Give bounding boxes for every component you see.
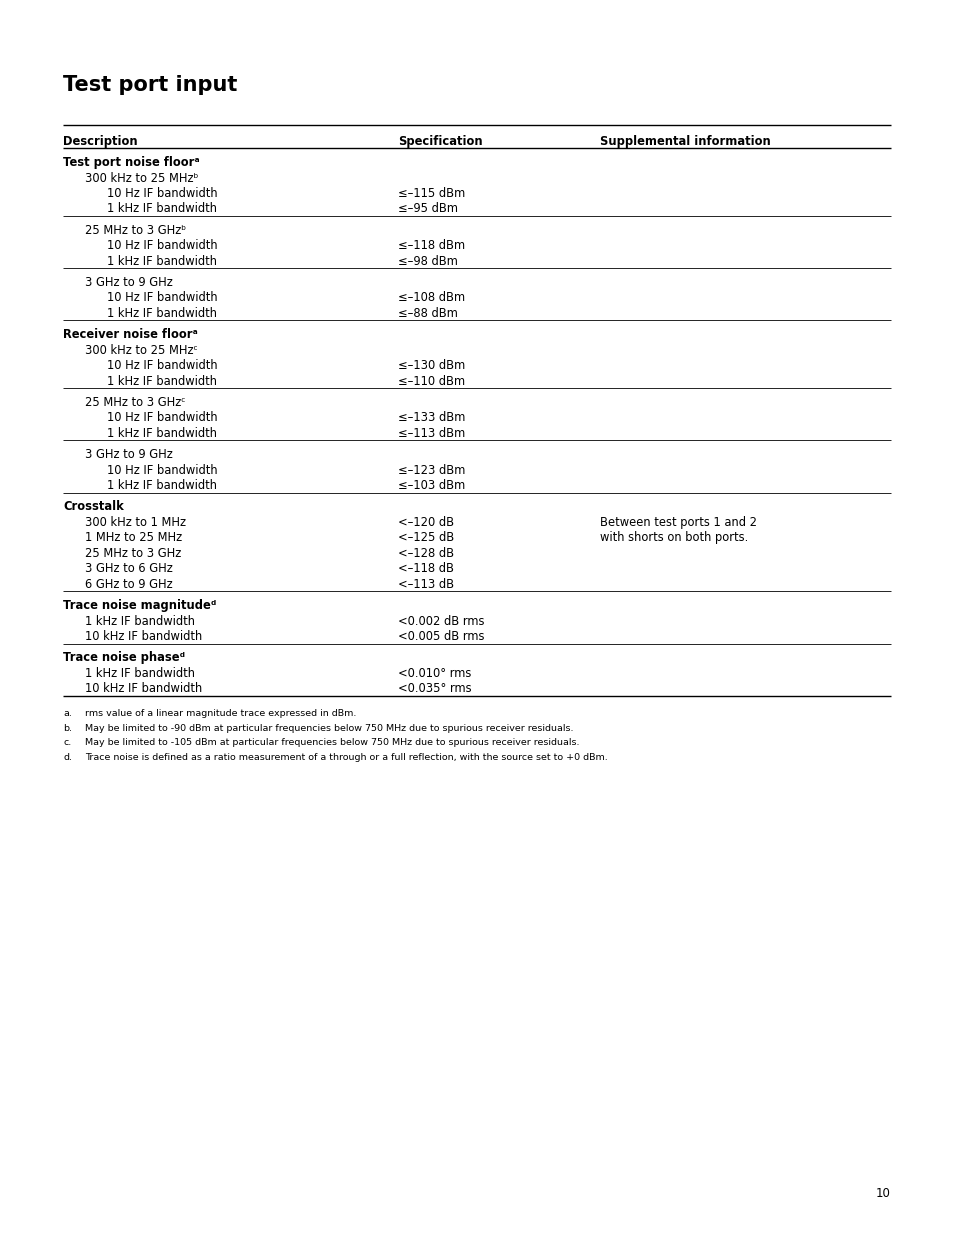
Text: Receiver noise floorᵃ: Receiver noise floorᵃ bbox=[63, 329, 197, 341]
Text: ≤–108 dBm: ≤–108 dBm bbox=[397, 291, 465, 305]
Text: ≤–123 dBm: ≤–123 dBm bbox=[397, 464, 465, 477]
Text: 10 Hz IF bandwidth: 10 Hz IF bandwidth bbox=[107, 411, 217, 425]
Text: ≤–113 dBm: ≤–113 dBm bbox=[397, 427, 465, 440]
Text: d.: d. bbox=[63, 753, 71, 762]
Text: Trace noise phaseᵈ: Trace noise phaseᵈ bbox=[63, 652, 185, 664]
Text: ≤–98 dBm: ≤–98 dBm bbox=[397, 254, 457, 268]
Text: ≤–103 dBm: ≤–103 dBm bbox=[397, 479, 465, 493]
Text: ≤–88 dBm: ≤–88 dBm bbox=[397, 308, 457, 320]
Text: 1 kHz IF bandwidth: 1 kHz IF bandwidth bbox=[107, 479, 216, 493]
Text: 300 kHz to 1 MHz: 300 kHz to 1 MHz bbox=[85, 516, 186, 529]
Text: 1 MHz to 25 MHz: 1 MHz to 25 MHz bbox=[85, 531, 182, 545]
Text: May be limited to -90 dBm at particular frequencies below 750 MHz due to spuriou: May be limited to -90 dBm at particular … bbox=[85, 724, 573, 732]
Text: <0.010° rms: <0.010° rms bbox=[397, 667, 471, 680]
Text: ≤–95 dBm: ≤–95 dBm bbox=[397, 203, 457, 215]
Text: 10 Hz IF bandwidth: 10 Hz IF bandwidth bbox=[107, 240, 217, 252]
Text: with shorts on both ports.: with shorts on both ports. bbox=[599, 531, 747, 545]
Text: 300 kHz to 25 MHzᵇ: 300 kHz to 25 MHzᵇ bbox=[85, 172, 198, 184]
Text: Between test ports 1 and 2: Between test ports 1 and 2 bbox=[599, 516, 757, 529]
Text: 10 Hz IF bandwidth: 10 Hz IF bandwidth bbox=[107, 186, 217, 200]
Text: Trace noise magnitudeᵈ: Trace noise magnitudeᵈ bbox=[63, 599, 216, 613]
Text: 10: 10 bbox=[875, 1187, 890, 1200]
Text: <0.035° rms: <0.035° rms bbox=[397, 683, 471, 695]
Text: 1 kHz IF bandwidth: 1 kHz IF bandwidth bbox=[85, 667, 194, 680]
Text: rms value of a linear magnitude trace expressed in dBm.: rms value of a linear magnitude trace ex… bbox=[85, 709, 356, 718]
Text: 1 kHz IF bandwidth: 1 kHz IF bandwidth bbox=[107, 427, 216, 440]
Text: <–125 dB: <–125 dB bbox=[397, 531, 454, 545]
Text: 1 kHz IF bandwidth: 1 kHz IF bandwidth bbox=[85, 615, 194, 627]
Text: c.: c. bbox=[63, 739, 71, 747]
Text: 25 MHz to 3 GHzᵇ: 25 MHz to 3 GHzᵇ bbox=[85, 224, 186, 237]
Text: <0.002 dB rms: <0.002 dB rms bbox=[397, 615, 484, 627]
Text: <–128 dB: <–128 dB bbox=[397, 547, 454, 559]
Text: Crosstalk: Crosstalk bbox=[63, 500, 124, 514]
Text: Specification: Specification bbox=[397, 135, 482, 148]
Text: ≤–115 dBm: ≤–115 dBm bbox=[397, 186, 465, 200]
Text: Trace noise is defined as a ratio measurement of a through or a full reflection,: Trace noise is defined as a ratio measur… bbox=[85, 753, 607, 762]
Text: 6 GHz to 9 GHz: 6 GHz to 9 GHz bbox=[85, 578, 172, 592]
Text: b.: b. bbox=[63, 724, 71, 732]
Text: 1 kHz IF bandwidth: 1 kHz IF bandwidth bbox=[107, 308, 216, 320]
Text: Test port input: Test port input bbox=[63, 75, 237, 95]
Text: 25 MHz to 3 GHz: 25 MHz to 3 GHz bbox=[85, 547, 181, 559]
Text: 3 GHz to 9 GHz: 3 GHz to 9 GHz bbox=[85, 275, 172, 289]
Text: 1 kHz IF bandwidth: 1 kHz IF bandwidth bbox=[107, 203, 216, 215]
Text: 25 MHz to 3 GHzᶜ: 25 MHz to 3 GHzᶜ bbox=[85, 396, 185, 409]
Text: Test port noise floorᵃ: Test port noise floorᵃ bbox=[63, 156, 199, 169]
Text: ≤–133 dBm: ≤–133 dBm bbox=[397, 411, 465, 425]
Text: ≤–110 dBm: ≤–110 dBm bbox=[397, 374, 465, 388]
Text: Supplemental information: Supplemental information bbox=[599, 135, 770, 148]
Text: 10 Hz IF bandwidth: 10 Hz IF bandwidth bbox=[107, 359, 217, 372]
Text: 10 kHz IF bandwidth: 10 kHz IF bandwidth bbox=[85, 683, 202, 695]
Text: <–120 dB: <–120 dB bbox=[397, 516, 454, 529]
Text: <0.005 dB rms: <0.005 dB rms bbox=[397, 630, 484, 643]
Text: <–113 dB: <–113 dB bbox=[397, 578, 454, 592]
Text: 10 Hz IF bandwidth: 10 Hz IF bandwidth bbox=[107, 291, 217, 305]
Text: 3 GHz to 6 GHz: 3 GHz to 6 GHz bbox=[85, 562, 172, 576]
Text: 3 GHz to 9 GHz: 3 GHz to 9 GHz bbox=[85, 448, 172, 461]
Text: 10 Hz IF bandwidth: 10 Hz IF bandwidth bbox=[107, 464, 217, 477]
Text: <–118 dB: <–118 dB bbox=[397, 562, 454, 576]
Text: May be limited to -105 dBm at particular frequencies below 750 MHz due to spurio: May be limited to -105 dBm at particular… bbox=[85, 739, 578, 747]
Text: ≤–130 dBm: ≤–130 dBm bbox=[397, 359, 465, 372]
Text: ≤–118 dBm: ≤–118 dBm bbox=[397, 240, 465, 252]
Text: a.: a. bbox=[63, 709, 71, 718]
Text: 300 kHz to 25 MHzᶜ: 300 kHz to 25 MHzᶜ bbox=[85, 343, 197, 357]
Text: 10 kHz IF bandwidth: 10 kHz IF bandwidth bbox=[85, 630, 202, 643]
Text: 1 kHz IF bandwidth: 1 kHz IF bandwidth bbox=[107, 374, 216, 388]
Text: Description: Description bbox=[63, 135, 137, 148]
Text: 1 kHz IF bandwidth: 1 kHz IF bandwidth bbox=[107, 254, 216, 268]
